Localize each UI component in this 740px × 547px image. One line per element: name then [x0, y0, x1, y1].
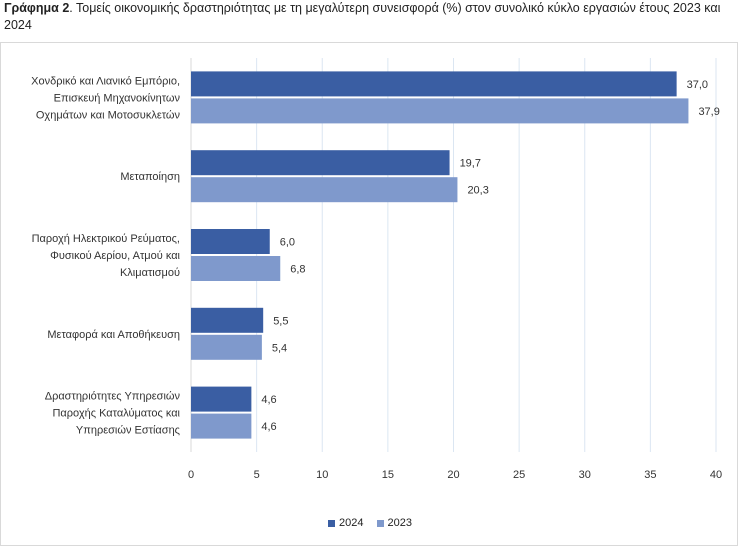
data-label-2024: 4,6 [261, 394, 276, 406]
bar-2024 [191, 150, 450, 176]
legend-swatch-2023 [376, 519, 384, 527]
category-label: Επισκευή Μηχανοκίνητων [54, 92, 181, 104]
bar-2023 [191, 413, 252, 439]
bar-2023 [191, 334, 262, 360]
data-label-2024: 37,0 [687, 79, 708, 91]
chart-title-prefix: Γράφημα 2 [4, 1, 70, 15]
data-label-2024: 19,7 [460, 158, 481, 170]
x-tick-label: 0 [188, 469, 194, 481]
chart-area [0, 42, 738, 546]
bar-2024 [191, 229, 270, 254]
x-tick-label: 5 [254, 469, 260, 481]
bar-2024 [191, 386, 252, 412]
data-label-2024: 5,5 [273, 315, 288, 327]
legend-label-2023: 2023 [387, 517, 413, 529]
category-label: Χονδρικό και Λιανικό Εμπόριο, [31, 75, 180, 87]
legend-item-2024: 2024 [327, 517, 364, 529]
data-label-2023: 5,4 [272, 342, 287, 354]
x-tick-label: 10 [316, 469, 328, 481]
data-label-2024: 6,0 [280, 237, 295, 249]
legend-swatch-2024 [327, 519, 335, 527]
bar-2024 [191, 71, 677, 97]
bar-2023 [191, 177, 458, 203]
chart-title: Γράφημα 2. Τομείς οικονομικής δραστηριότ… [4, 0, 736, 34]
legend-item-2023: 2023 [376, 517, 413, 529]
bar-2024 [191, 307, 264, 333]
category-label: Κλιματισμού [120, 267, 180, 279]
bar-2023 [191, 256, 281, 281]
category-label: Παροχή Ηλεκτρικού Ρεύματος, [32, 233, 180, 245]
category-label: Δραστηριότητες Υπηρεσιών [45, 391, 181, 403]
category-label: Μεταποίηση [120, 171, 180, 183]
data-label-2023: 37,9 [698, 106, 719, 118]
bar-2023 [191, 98, 689, 124]
legend: 2024 2023 [0, 517, 740, 530]
x-tick-label: 20 [447, 469, 459, 481]
category-label: Παροχής Καταλύματος και [52, 408, 180, 420]
data-label-2023: 20,3 [467, 185, 488, 197]
data-label-2023: 6,8 [290, 264, 305, 276]
x-tick-label: 25 [513, 469, 525, 481]
x-tick-label: 30 [579, 469, 591, 481]
x-tick-label: 15 [382, 469, 394, 481]
x-tick-label: 35 [644, 469, 656, 481]
data-label-2023: 4,6 [261, 421, 276, 433]
chart-title-text: . Τομείς οικονομικής δραστηριότητας με τ… [4, 1, 721, 32]
category-label: Οχημάτων και Μοτοσυκλετών [36, 109, 181, 121]
category-label: Υπηρεσιών Εστίασης [76, 425, 180, 437]
legend-label-2024: 2024 [338, 517, 364, 529]
category-label: Φυσικού Αερίου, Ατμού και [50, 250, 180, 262]
category-label: Μεταφορά και Αποθήκευση [47, 329, 180, 341]
x-tick-label: 40 [710, 469, 722, 481]
